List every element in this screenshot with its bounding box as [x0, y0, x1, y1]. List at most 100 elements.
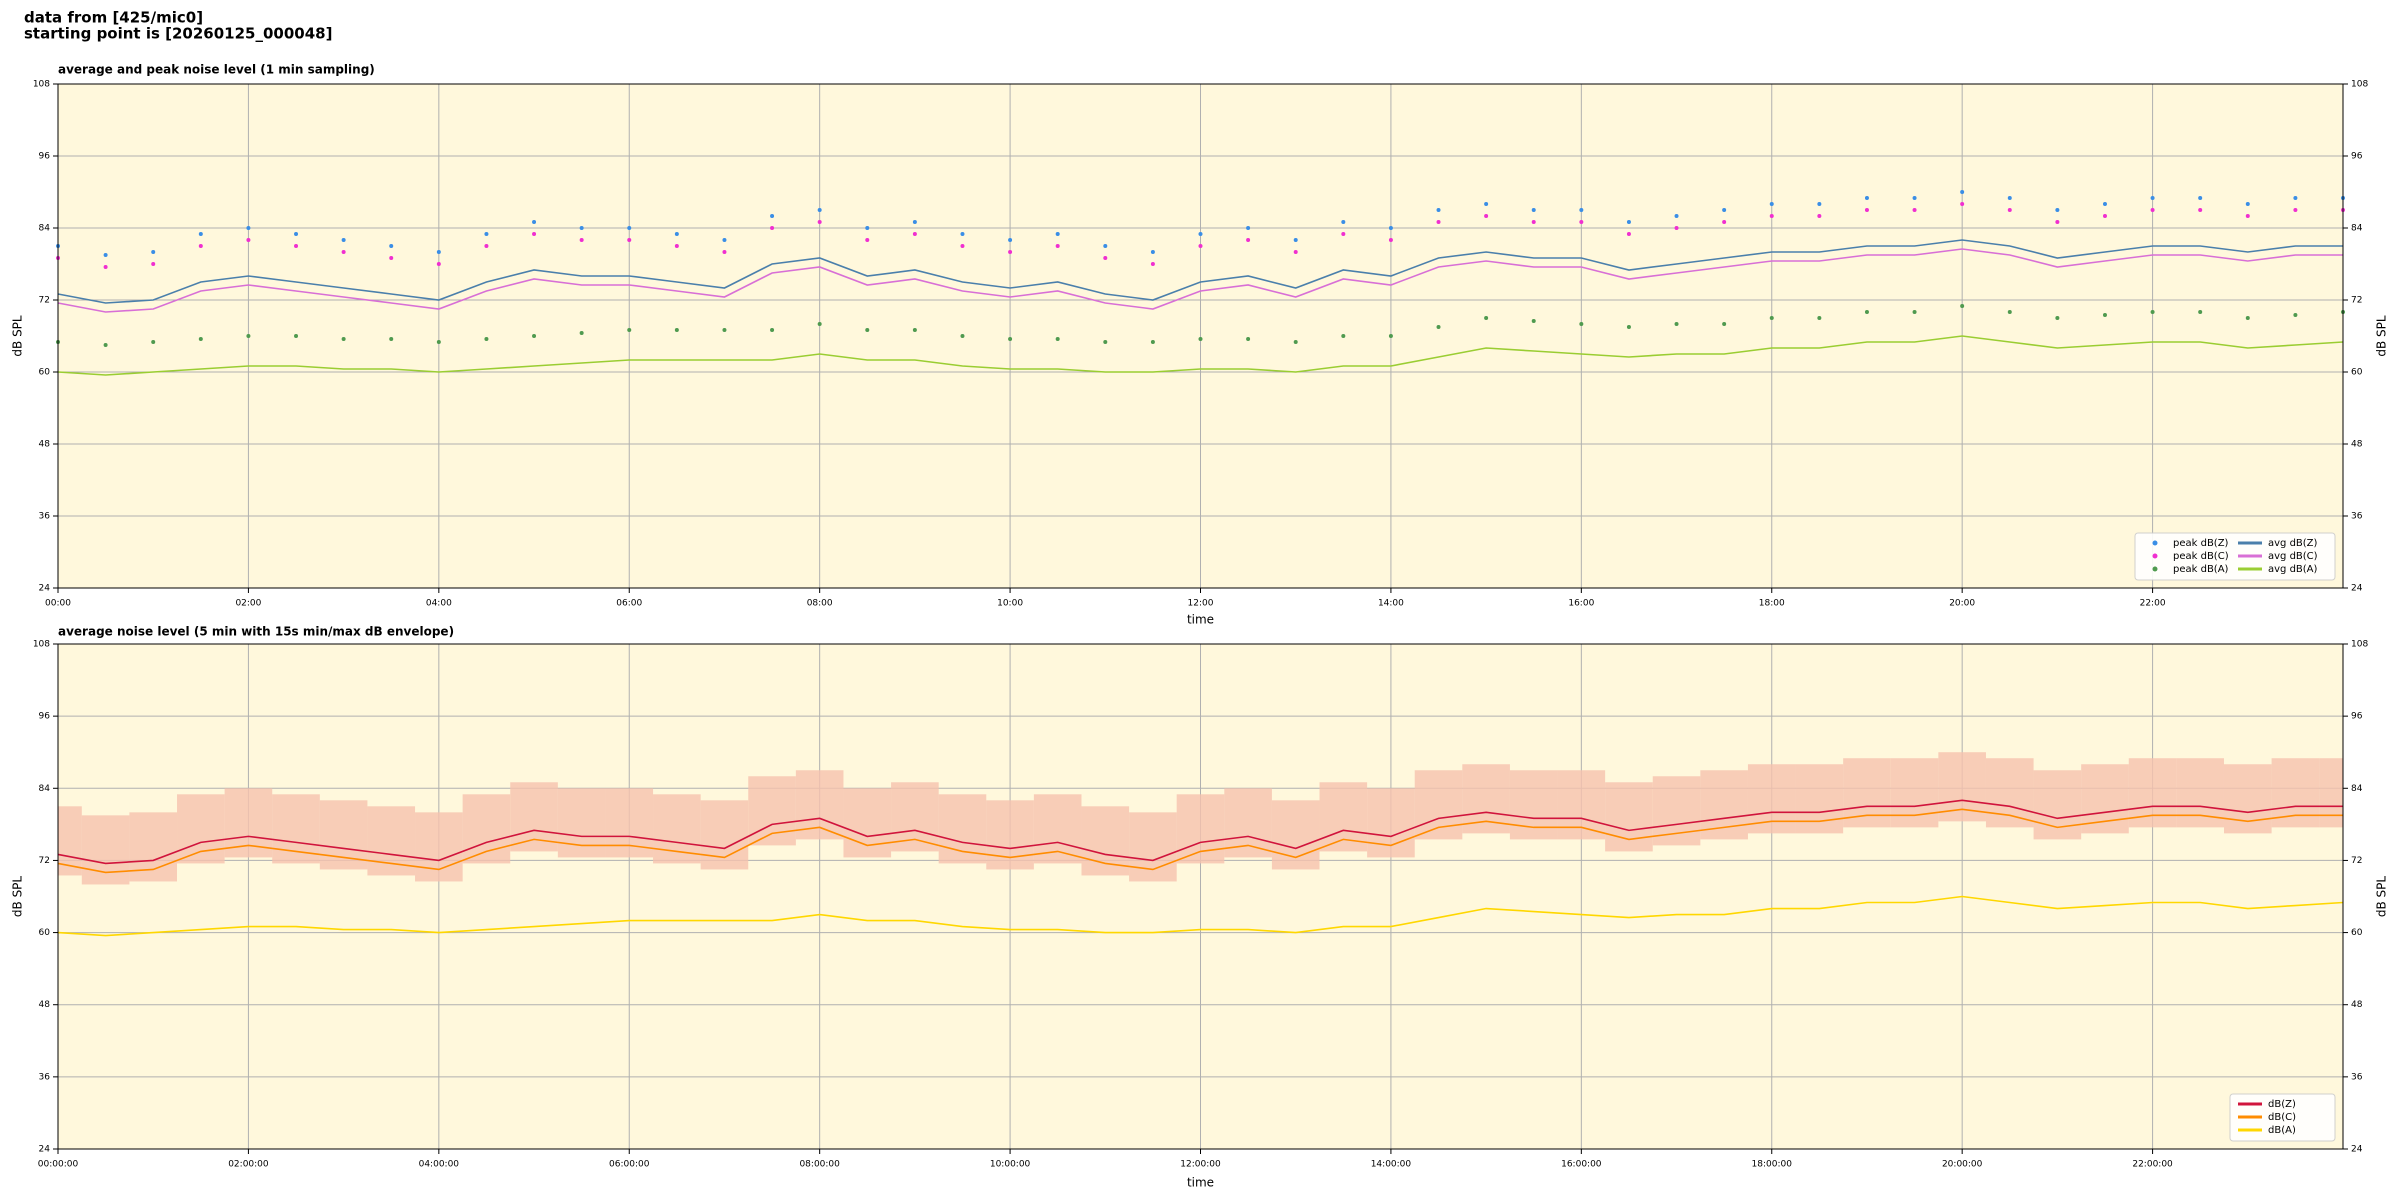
y-tick-label: 60 [39, 368, 51, 378]
envelope-band [177, 794, 225, 864]
peak-point [1626, 220, 1631, 224]
x-tick-label: 02:00:00 [228, 1160, 269, 1170]
peak-point [579, 226, 584, 230]
peak-point [722, 328, 727, 332]
envelope-band [843, 788, 892, 858]
x-tick-label: 16:00 [1568, 599, 1594, 609]
x-tick-label: 18:00 [1759, 599, 1785, 609]
peak-point [1531, 208, 1536, 212]
peak-point [294, 334, 299, 338]
peak-point [151, 340, 156, 344]
peak-point [103, 343, 108, 347]
y-tick-label: 24 [39, 1145, 51, 1155]
peak-point [1198, 337, 1203, 341]
peak-point [151, 250, 156, 254]
plot-frame [57, 643, 2344, 1150]
series-line [57, 799, 2343, 865]
y-tick-label: 36 [2351, 512, 2363, 522]
envelope-band [1795, 764, 1844, 834]
peak-point [2245, 214, 2250, 218]
peak-point [1817, 214, 1822, 218]
peak-point [2198, 310, 2203, 314]
peak-point [2007, 208, 2012, 212]
envelope-band [1414, 770, 1463, 840]
peak-point [1484, 202, 1489, 206]
y-tick-label: 96 [39, 712, 51, 722]
legend-marker [2152, 553, 2158, 559]
peak-point [246, 238, 251, 242]
envelope-band [2223, 764, 2272, 834]
peak-point [960, 232, 965, 236]
peak-point [436, 340, 441, 344]
x-tick-label: 20:00:00 [1942, 1160, 1983, 1170]
y-tick-label: 24 [39, 584, 51, 594]
peak-point [2150, 310, 2155, 314]
peak-point [246, 334, 251, 338]
y-tick-label: 24 [2351, 584, 2363, 594]
peak-point [1103, 256, 1108, 260]
y-tick-label: 96 [2351, 712, 2363, 722]
y-axis-label: dB SPL [2375, 315, 2389, 357]
envelope-band [748, 776, 796, 846]
peak-point [484, 337, 489, 341]
y-tick-label: 72 [2351, 856, 2362, 866]
peak-point [770, 214, 775, 218]
header-line: data from [425/mic0] [24, 9, 203, 27]
peak-point [389, 256, 394, 260]
peak-point [1246, 238, 1251, 242]
peak-point [389, 244, 394, 248]
peak-point [865, 238, 870, 242]
peak-point [1626, 232, 1631, 236]
peak-point [627, 328, 632, 332]
peak-point [1722, 220, 1727, 224]
peak-point [484, 244, 489, 248]
peak-point [1198, 244, 1203, 248]
peak-point [1055, 244, 1060, 248]
peak-point [1912, 196, 1917, 200]
y-tick-label: 84 [2351, 784, 2363, 794]
x-tick-label: 02:00 [235, 599, 261, 609]
plot-marks [57, 752, 2344, 937]
y-tick-label: 48 [2351, 1000, 2363, 1010]
peak-point [912, 220, 917, 224]
peak-point [1103, 340, 1108, 344]
y-tick-label: 36 [39, 1072, 51, 1082]
peak-point [1722, 322, 1727, 326]
header-line: starting point is [20260125_000048] [24, 25, 332, 43]
y-tick-label: 96 [39, 152, 51, 162]
y-tick-label: 72 [39, 296, 50, 306]
legend-label: avg dB(Z) [2268, 538, 2318, 549]
legend-label: avg dB(A) [2268, 564, 2318, 575]
x-tick-label: 06:00 [616, 599, 642, 609]
envelope-band [700, 800, 749, 870]
legend-label: dB(A) [2268, 1125, 2296, 1136]
peak-point [294, 232, 299, 236]
peak-point [2198, 208, 2203, 212]
series-line [57, 335, 2344, 376]
peak-point [1960, 202, 1965, 206]
peak-point [579, 331, 584, 335]
peak-point [865, 226, 870, 230]
chart-title: average noise level (5 min with 15s min/… [58, 625, 454, 639]
peak-point [1674, 226, 1679, 230]
peak-point [1293, 238, 1298, 242]
peak-point [1150, 262, 1155, 266]
peak-point [1864, 196, 1869, 200]
peak-point [1864, 310, 1869, 314]
peak-point [2055, 208, 2060, 212]
x-axis-label: time [1187, 1176, 1214, 1190]
peak-point [2055, 220, 2060, 224]
peak-point [1912, 208, 1917, 212]
x-tick-label: 18:00:00 [1752, 1160, 1793, 1170]
plot-marks [56, 190, 2345, 376]
envelope-band [1176, 794, 1225, 864]
peak-point [912, 328, 917, 332]
peak-point [1341, 334, 1346, 338]
legend-label: dB(Z) [2268, 1099, 2296, 1110]
x-tick-label: 04:00 [426, 599, 452, 609]
peak-point [341, 238, 346, 242]
peak-point [1817, 202, 1822, 206]
envelope-band [1509, 770, 1558, 840]
peak-point [341, 337, 346, 341]
y-axis-label: dB SPL [11, 876, 25, 918]
